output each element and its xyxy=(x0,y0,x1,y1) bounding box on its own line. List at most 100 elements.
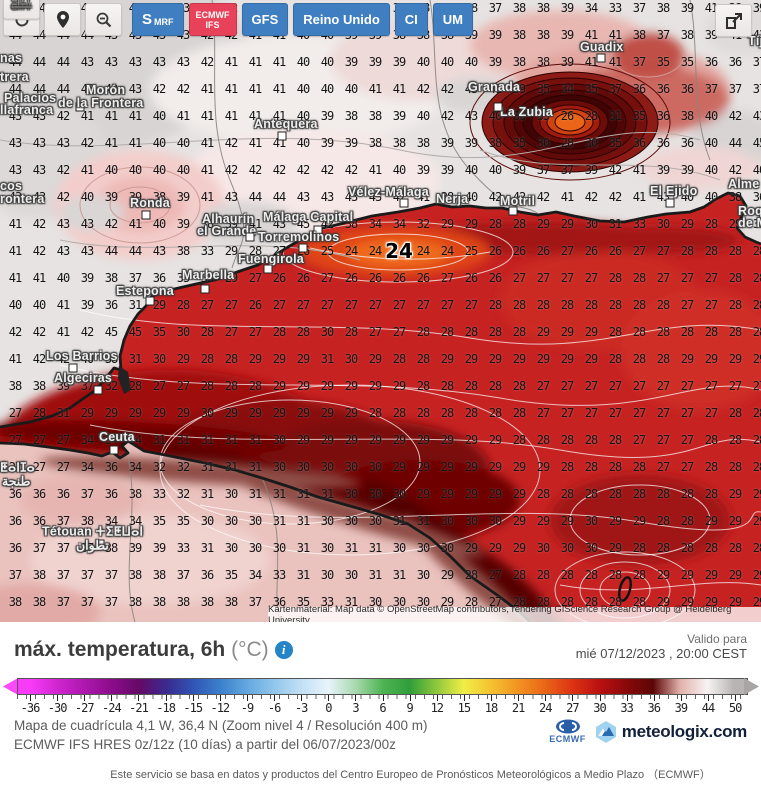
city-label: Palacios xyxy=(4,91,57,105)
grid-temp-value: 29 xyxy=(752,487,761,501)
grid-temp-value: 34 xyxy=(248,568,262,582)
grid-temp-value: 41 xyxy=(224,55,238,69)
model-ci-button[interactable]: CI xyxy=(394,3,428,36)
grid-temp-value: 28 xyxy=(296,325,310,339)
meteologix-logo[interactable]: meteologix.com xyxy=(594,720,747,744)
grid-temp-value: 39 xyxy=(440,136,454,150)
grid-temp-value: 45 xyxy=(104,325,118,339)
logo-block: ECMWF meteologix.com xyxy=(549,719,747,744)
grid-temp-value: 29 xyxy=(224,406,238,420)
grid-temp-value: 29 xyxy=(152,406,166,420)
city-labels-toggle[interactable]: CITY CITY xyxy=(3,0,40,20)
scale-label: -36 xyxy=(20,701,41,715)
grid-temp-value: 29 xyxy=(440,460,454,474)
grid-temp-value: 28 xyxy=(416,325,430,339)
grid-temp-value: 42 xyxy=(32,352,46,366)
grid-temp-value: 38 xyxy=(680,28,694,42)
grid-temp-value: 28 xyxy=(584,595,598,609)
city-label: Los Barrios xyxy=(46,349,118,363)
grid-temp-value: 26 xyxy=(296,271,310,285)
grid-temp-value: 28 xyxy=(200,325,214,339)
grid-temp-value: 37 xyxy=(608,82,622,96)
scale-tick xyxy=(192,695,194,701)
grid-temp-value: 34 xyxy=(104,433,118,447)
scale-tick xyxy=(572,695,574,701)
weather-map[interactable]: 44 44 44 44 43 43 43 43 43 42 41 41 40 40 39 38 38 38 38 38… xyxy=(0,0,761,622)
grid-temp-value: 36 xyxy=(32,487,46,501)
city-label: rontera xyxy=(0,192,45,206)
grid-temp-value: 28 xyxy=(752,541,761,555)
grid-temp-value: 35 xyxy=(176,271,190,285)
grid-temp-value: 30 xyxy=(464,514,478,528)
grid-temp-value: 38 xyxy=(176,244,190,258)
grid-temp-value: 38 xyxy=(728,190,742,204)
grid-temp-value: 39 xyxy=(320,109,334,123)
grid-temp-value: 27 xyxy=(464,298,478,312)
grid-temp-value: 35 xyxy=(632,109,646,123)
grid-temp-value: 25 xyxy=(464,244,478,258)
grid-temp-value: 41 xyxy=(128,217,142,231)
grid-temp-value: 39 xyxy=(176,190,190,204)
city-label: Nerja xyxy=(436,192,469,206)
grid-temp-value: 31 xyxy=(128,352,142,366)
grid-temp-value: 29 xyxy=(752,352,761,366)
city-label: llafranca xyxy=(0,103,54,117)
grid-temp-value: 29 xyxy=(704,514,718,528)
contour-min-label: 24 xyxy=(385,239,413,263)
map-attribution: Kartenmaterial: Map data © OpenStreetMap… xyxy=(268,604,761,622)
ecmwf-logo[interactable]: ECMWF xyxy=(549,719,586,744)
grid-temp-value: 42 xyxy=(104,217,118,231)
scale-label: 36 xyxy=(647,701,661,715)
grid-temp-value: 28 xyxy=(608,271,622,285)
scale-label: -18 xyxy=(156,701,176,715)
grid-temp-value: 38 xyxy=(344,217,358,231)
grid-temp-value: 38 xyxy=(488,136,502,150)
grid-temp-value: 43 xyxy=(80,217,94,231)
model-um-button[interactable]: UM xyxy=(432,3,474,36)
grid-temp-value: 40 xyxy=(704,163,718,177)
grid-temp-value: 37 xyxy=(56,514,70,528)
model-gfs-button[interactable]: GFS xyxy=(241,3,289,36)
grid-temp-value: 37 xyxy=(80,595,94,609)
grid-temp-value: 42 xyxy=(344,163,358,177)
grid-temp-value: 42 xyxy=(296,163,310,177)
grid-temp-value: 28 xyxy=(416,379,430,393)
model-ecmwf-ifs-button[interactable]: ECMWF IFS xyxy=(188,3,237,36)
grid-temp-value: 27 xyxy=(416,298,430,312)
grid-temp-value: 29 xyxy=(464,217,478,231)
model-s-mrf-button[interactable]: S MRF xyxy=(132,3,184,36)
share-button[interactable] xyxy=(715,4,752,37)
grid-temp-value: 43 xyxy=(8,163,22,177)
grid-temp-value: 27 xyxy=(584,379,598,393)
grid-temp-value: 28 xyxy=(200,352,214,366)
city-label: Vélez-Málaga xyxy=(348,185,429,199)
locate-button[interactable] xyxy=(44,3,81,36)
city-label: Antequera xyxy=(254,117,318,131)
grid-temp-value: 41 xyxy=(560,190,574,204)
grid-temp-value: 30 xyxy=(440,514,454,528)
model-reino-unido-button[interactable]: Reino Unido xyxy=(293,3,390,36)
grid-temp-value: 36 xyxy=(632,82,646,96)
grid-temp-value: 42 xyxy=(248,163,262,177)
grid-temp-value: 42 xyxy=(80,325,94,339)
grid-temp-value: 28 xyxy=(440,406,454,420)
grid-temp-value: 27 xyxy=(584,406,598,420)
zoom-out-button[interactable] xyxy=(85,3,122,36)
city-label: طنجة xyxy=(2,474,31,489)
grid-temp-value: 30 xyxy=(272,541,286,555)
grid-temp-value: 41 xyxy=(224,82,238,96)
grid-temp-value: 29 xyxy=(128,406,142,420)
grid-temp-value: 36 xyxy=(680,136,694,150)
grid-temp-value: 29 xyxy=(248,352,262,366)
grid-temp-value: 41 xyxy=(200,136,214,150)
grid-temp-value: 40 xyxy=(416,55,430,69)
grid-temp-value: 27 xyxy=(656,460,670,474)
city-label: Alme xyxy=(728,177,760,191)
grid-temp-value: 30 xyxy=(368,460,382,474)
grid-temp-value: 27 xyxy=(584,271,598,285)
info-icon[interactable]: i xyxy=(274,641,293,659)
grid-temp-value: 41 xyxy=(584,28,598,42)
grid-temp-value: 28 xyxy=(536,433,550,447)
grid-temp-value: 45 xyxy=(128,325,142,339)
grid-temp-value: 40 xyxy=(752,163,761,177)
